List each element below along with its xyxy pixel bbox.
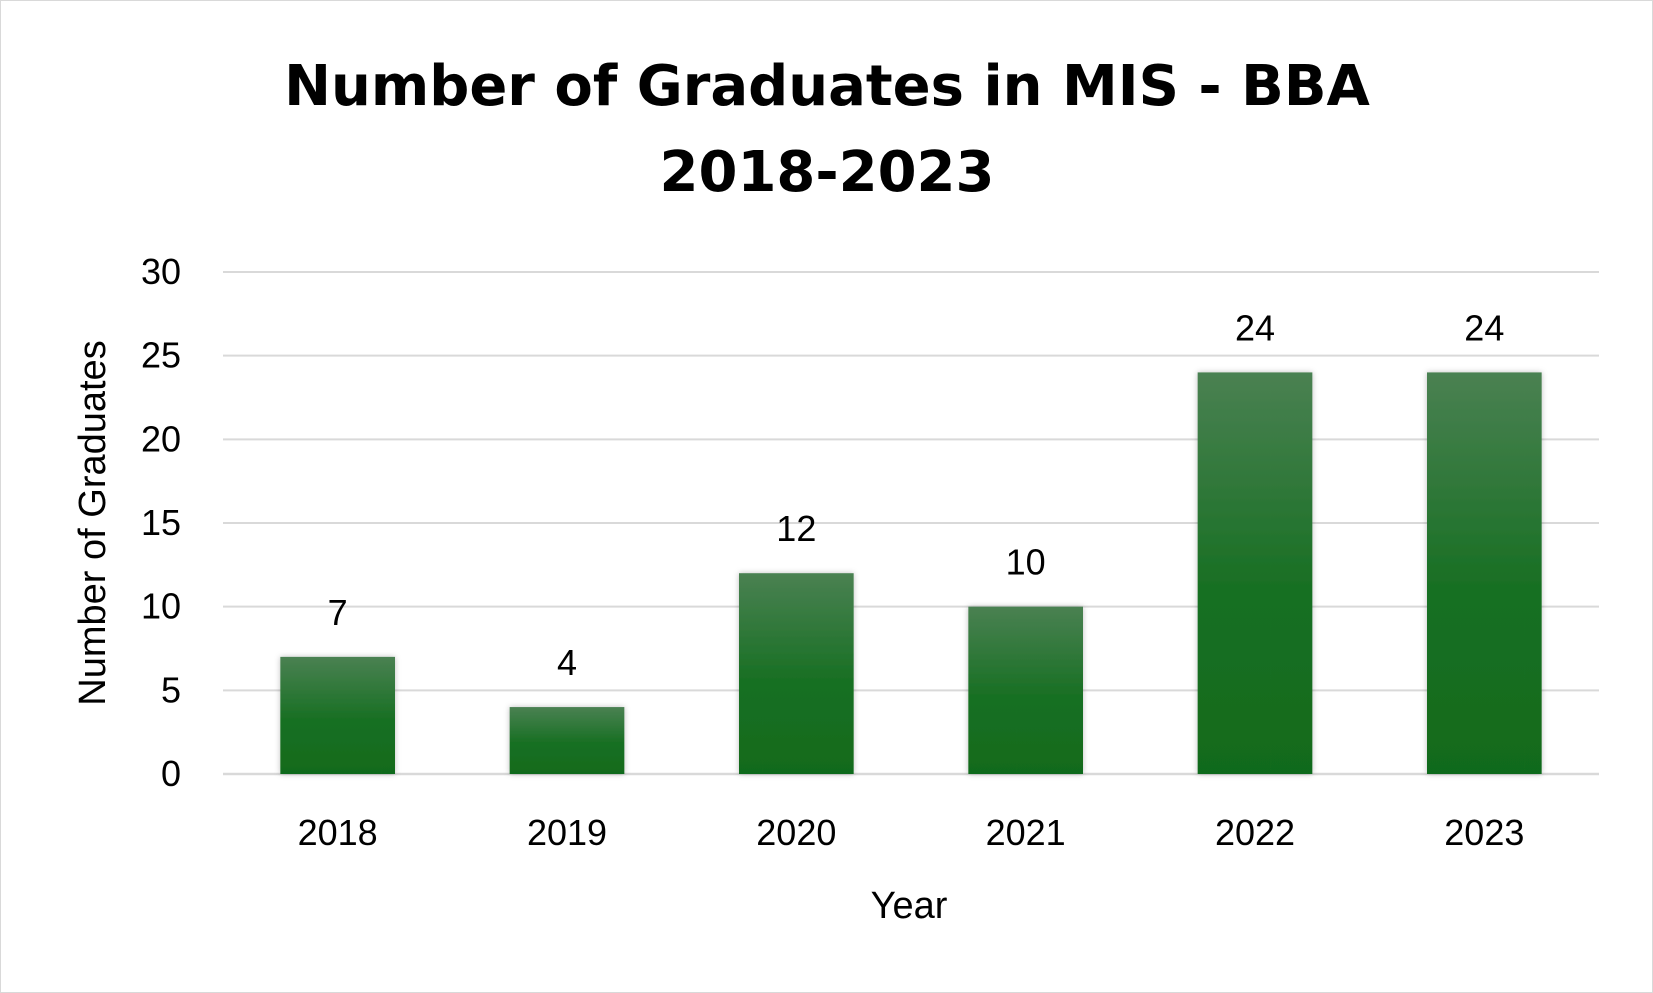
gridlines: [223, 271, 1599, 776]
y-tick-label: 0: [161, 753, 181, 794]
x-tick-label-2022: 2022: [1215, 812, 1295, 853]
x-axis-ticks: 2018 2019 2020 2021 2022 2023: [298, 812, 1525, 853]
x-tick-label-2023: 2023: [1444, 812, 1524, 853]
data-label-2021: 10: [1006, 542, 1046, 583]
x-tick-label-2021: 2021: [986, 812, 1066, 853]
bar-2023: [1427, 372, 1542, 774]
y-tick-label: 10: [141, 586, 181, 627]
bar-2018: [280, 656, 395, 774]
data-label-2020: 12: [776, 508, 816, 549]
chart-title-line-2: 2018-2023: [660, 140, 995, 205]
y-tick-label: 20: [141, 418, 181, 459]
x-tick-label-2019: 2019: [527, 812, 607, 853]
data-labels: 7 4 12 10 24 24: [328, 307, 1505, 683]
bar-2019: [509, 707, 625, 774]
data-label-2023: 24: [1464, 307, 1504, 348]
data-label-2019: 4: [557, 642, 577, 683]
bar-2021: [968, 606, 1083, 774]
y-tick-label: 15: [141, 502, 181, 543]
y-axis-ticks: 0 5 10 15 20 25 30: [141, 251, 181, 794]
chart-title-line-1: Number of Graduates in MIS - BBA: [284, 54, 1370, 119]
bar-2020: [739, 573, 854, 774]
y-tick-label: 5: [161, 669, 181, 710]
x-tick-label-2020: 2020: [756, 812, 836, 853]
data-label-2022: 24: [1235, 307, 1275, 348]
y-tick-label: 25: [141, 335, 181, 376]
bar-2022: [1197, 372, 1313, 774]
x-tick-label-2018: 2018: [298, 812, 378, 853]
data-label-2018: 7: [328, 592, 348, 633]
y-axis-title: Number of Graduates: [72, 340, 114, 705]
y-tick-label: 30: [141, 251, 181, 292]
x-axis-title: Year: [871, 885, 948, 927]
bars: [280, 372, 1542, 774]
